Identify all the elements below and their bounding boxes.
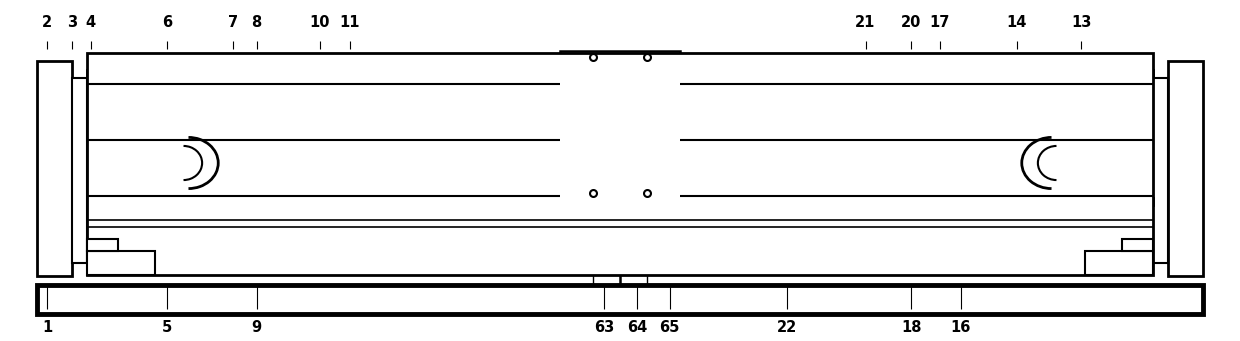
Text: 8: 8 bbox=[252, 15, 262, 30]
Bar bbox=[376, 130, 405, 148]
Bar bbox=[208, 125, 260, 133]
Bar bbox=[937, 130, 967, 148]
Text: 11: 11 bbox=[340, 15, 360, 30]
Text: 14: 14 bbox=[1007, 15, 1027, 30]
Bar bbox=[298, 130, 327, 148]
Bar bbox=[810, 130, 839, 148]
Bar bbox=[605, 114, 635, 118]
Text: 7: 7 bbox=[228, 15, 238, 30]
Bar bbox=[87, 53, 1153, 275]
Bar bbox=[1007, 104, 1106, 217]
Bar bbox=[1153, 78, 1168, 263]
Bar bbox=[242, 125, 294, 133]
Bar bbox=[87, 70, 1153, 77]
Text: 1: 1 bbox=[42, 320, 52, 335]
Bar bbox=[913, 130, 942, 148]
Text: 20: 20 bbox=[901, 15, 921, 30]
Bar bbox=[117, 95, 250, 104]
Bar bbox=[1168, 61, 1203, 276]
Text: 22: 22 bbox=[777, 320, 797, 335]
Bar bbox=[401, 130, 430, 148]
Bar bbox=[250, 116, 285, 152]
Text: 17: 17 bbox=[930, 15, 950, 30]
Bar bbox=[37, 285, 1203, 314]
Bar bbox=[146, 118, 208, 208]
Bar bbox=[1032, 118, 1094, 208]
Bar bbox=[87, 198, 1153, 205]
Bar bbox=[87, 239, 118, 251]
Text: 2: 2 bbox=[42, 15, 52, 30]
Bar bbox=[117, 95, 250, 225]
Bar bbox=[988, 116, 1023, 152]
Text: 6: 6 bbox=[162, 15, 172, 30]
Text: 3: 3 bbox=[67, 15, 77, 30]
Bar bbox=[87, 251, 155, 275]
Text: 16: 16 bbox=[951, 320, 971, 335]
Text: 9: 9 bbox=[252, 320, 262, 335]
Bar bbox=[990, 95, 1123, 104]
Bar bbox=[72, 78, 87, 263]
Bar bbox=[117, 223, 250, 232]
Text: 65: 65 bbox=[660, 320, 680, 335]
Bar bbox=[583, 82, 657, 95]
Bar bbox=[955, 116, 990, 152]
Bar bbox=[980, 125, 1032, 133]
Bar bbox=[595, 95, 645, 106]
Bar bbox=[835, 130, 864, 148]
Text: 4: 4 bbox=[86, 15, 95, 30]
Bar bbox=[242, 124, 285, 144]
Bar bbox=[955, 124, 998, 144]
Bar bbox=[990, 95, 1123, 225]
Bar bbox=[268, 130, 298, 148]
Bar bbox=[560, 51, 680, 70]
Bar bbox=[990, 223, 1123, 232]
Bar bbox=[37, 61, 72, 276]
Text: 13: 13 bbox=[1071, 15, 1091, 30]
Bar bbox=[1122, 239, 1153, 251]
Text: 64: 64 bbox=[627, 320, 647, 335]
Text: 63: 63 bbox=[594, 320, 614, 335]
Text: 5: 5 bbox=[162, 320, 172, 335]
Text: 18: 18 bbox=[901, 320, 921, 335]
Bar bbox=[560, 203, 680, 210]
Bar bbox=[217, 116, 252, 152]
Text: 21: 21 bbox=[856, 15, 875, 30]
Bar bbox=[1085, 251, 1153, 275]
Bar bbox=[134, 104, 233, 217]
Text: 10: 10 bbox=[310, 15, 330, 30]
Bar bbox=[946, 125, 998, 133]
